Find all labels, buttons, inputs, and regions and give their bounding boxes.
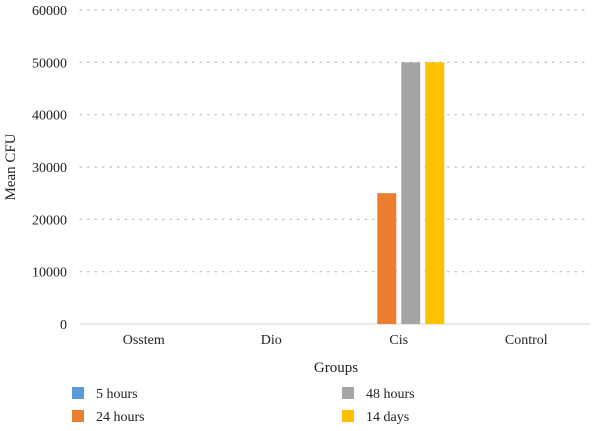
x-tick-label: Osstem [123,333,165,348]
legend-swatch [72,410,84,422]
bar-14-days-cis [425,62,445,324]
y-tick-label: 50000 [32,56,67,71]
gridlines [79,9,591,273]
bar-48-hours-cis [401,62,421,324]
legend-swatch [342,387,354,399]
legend-swatch [342,410,354,422]
y-tick-label: 0 [60,318,67,333]
x-tick-label: Cis [389,333,408,348]
y-tick-label: 10000 [32,266,67,281]
legend: 5 hours 24 hours 48 hours 14 days [72,387,415,425]
legend-swatch [72,387,84,399]
y-axis-title: Mean CFU [3,133,19,200]
bars [377,62,445,324]
legend-label: 14 days [366,410,409,425]
x-tick-label: Dio [261,333,282,348]
y-tick-label: 40000 [32,109,67,124]
legend-label: 24 hours [96,410,145,425]
y-tick-label: 60000 [32,4,67,19]
x-tick-label: Control [505,333,548,348]
y-tick-label: 30000 [32,161,67,176]
x-axis-tick-labels: Osstem Dio Cis Control [123,333,548,348]
x-axis-title: Groups [314,360,358,376]
legend-label: 48 hours [366,387,415,402]
legend-label: 5 hours [96,387,138,402]
y-axis-tick-labels: 0 10000 20000 30000 40000 50000 60000 [32,4,67,333]
bar-24-hours-cis [377,193,397,324]
y-tick-label: 20000 [32,213,67,228]
